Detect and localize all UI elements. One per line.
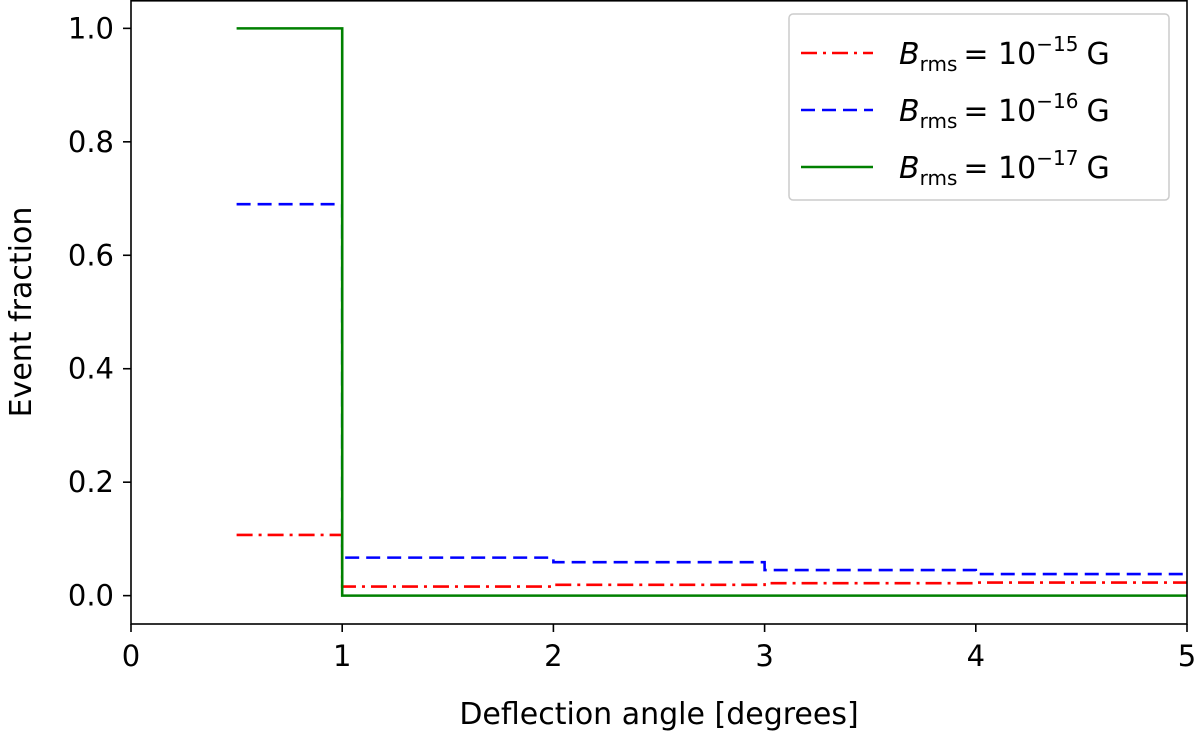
- x-tick-label: 4: [967, 639, 985, 673]
- y-tick-label: 0.8: [68, 125, 114, 159]
- series-layer: [236, 27, 1187, 597]
- y-axis-label: Event fraction: [4, 207, 39, 418]
- plot-frame: [130, 0, 1188, 625]
- x-tick-label: 3: [755, 639, 773, 673]
- y-tick-label: 0.0: [68, 579, 114, 613]
- series-line-2: [236, 202, 1187, 576]
- series-line-1: [236, 533, 1187, 588]
- x-tick-label: 1: [333, 639, 351, 673]
- x-axis-label: Deflection angle [degrees]: [459, 697, 858, 732]
- legend-label-1: Brms = 10−15 G: [899, 32, 1110, 76]
- y-tick-label: 0.4: [68, 352, 114, 386]
- x-tick-label: 0: [122, 639, 140, 673]
- series-line-3: [236, 27, 1187, 597]
- y-axis-ticks: 0.0 0.2 0.4 0.6 0.8 1.0: [68, 11, 131, 613]
- x-tick-label: 5: [1178, 639, 1196, 673]
- y-tick-label: 1.0: [68, 11, 114, 45]
- legend-label-3: Brms = 10−17 G: [899, 146, 1110, 190]
- legend-label-2: Brms = 10−16 G: [899, 89, 1110, 133]
- x-tick-label: 2: [544, 639, 562, 673]
- y-tick-label: 0.6: [68, 238, 114, 272]
- y-tick-label: 0.2: [68, 465, 114, 499]
- x-axis-ticks: 0 1 2 3 4 5: [122, 624, 1196, 673]
- legend: Brms = 10−15 G Brms = 10−16 G Brms = 10−17 G: [788, 13, 1170, 201]
- legend-box: [788, 13, 1170, 201]
